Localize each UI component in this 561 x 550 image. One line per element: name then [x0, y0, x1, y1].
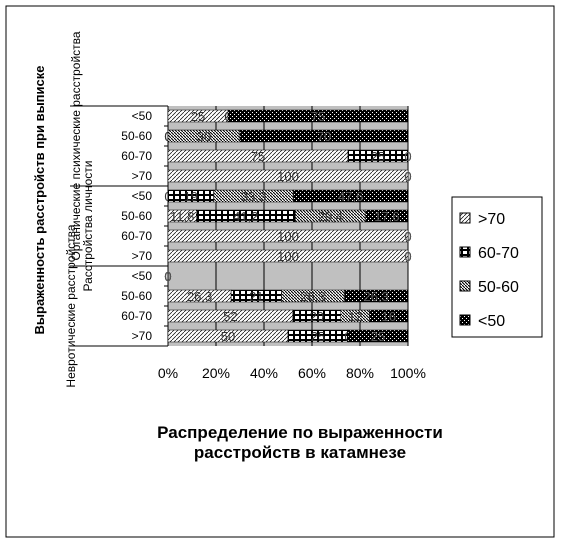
- data-label: 12: [348, 309, 362, 324]
- data-label: 41,2: [233, 209, 258, 224]
- plot-area: [168, 106, 408, 346]
- data-label: 19: [184, 189, 198, 204]
- y-tick-label: <50: [132, 109, 153, 123]
- y-tick-label: 60-70: [121, 229, 152, 243]
- data-label: 47,6: [338, 189, 363, 204]
- data-label: 0: [404, 229, 411, 244]
- legend-label: >70: [478, 211, 505, 228]
- data-label: 0: [164, 269, 171, 284]
- data-label: 0: [164, 269, 171, 284]
- y-axis-title: Выраженность расстройств при выписке: [32, 66, 47, 335]
- legend-swatch: [459, 314, 471, 326]
- bar-segment: [369, 309, 409, 323]
- data-label: 0: [404, 229, 411, 244]
- data-label: 21: [249, 289, 263, 304]
- data-label: 0: [404, 169, 411, 184]
- data-label: 0: [404, 249, 411, 264]
- data-label: 50: [221, 329, 235, 344]
- data-label: 52: [223, 309, 237, 324]
- bar-segment: [167, 169, 409, 183]
- legend-swatch: [459, 280, 471, 292]
- data-label: 0: [164, 269, 171, 284]
- data-label: 75: [311, 109, 325, 124]
- group-label: Расстройства личности: [81, 160, 95, 291]
- y-tick-label: >70: [132, 249, 153, 263]
- data-label: 30: [197, 129, 211, 144]
- y-tick-label: 50-60: [121, 289, 152, 303]
- bar-segment: [167, 229, 409, 243]
- data-label: 0: [404, 169, 411, 184]
- bar-segment: [293, 189, 409, 203]
- data-label: 20: [310, 309, 324, 324]
- bar-segment: [167, 249, 409, 263]
- x-tick-label: 40%: [250, 365, 278, 381]
- data-label: 26,3: [187, 289, 212, 304]
- data-label: 25: [371, 329, 385, 344]
- y-tick-label: 50-60: [121, 129, 152, 143]
- bar-segment: [347, 329, 409, 343]
- data-label: 0: [404, 249, 411, 264]
- data-label: 16: [382, 309, 396, 324]
- y-tick-label: >70: [132, 169, 153, 183]
- data-label: 0: [404, 149, 411, 164]
- data-label: 17,6: [374, 209, 399, 224]
- data-label: 26,3: [300, 289, 325, 304]
- group-label: Невротические расстройства: [64, 224, 78, 388]
- data-label: 33,3: [241, 189, 266, 204]
- x-tick-label: 80%: [346, 365, 374, 381]
- data-label: 100: [277, 169, 299, 184]
- data-label: 0: [404, 169, 411, 184]
- bar-segment: [239, 129, 409, 143]
- bar-segment: [365, 209, 409, 223]
- data-label: 25: [191, 109, 205, 124]
- legend-swatch: [459, 212, 471, 224]
- data-label: 26,3: [364, 289, 389, 304]
- y-tick-label: >70: [132, 329, 153, 343]
- group-label: Органические психические расстройства: [69, 31, 83, 260]
- y-tick-label: <50: [132, 269, 153, 283]
- legend-label: <50: [478, 313, 505, 330]
- data-label: 0: [404, 249, 411, 264]
- x-axis-title: Распределение по выраженности расстройств…: [157, 423, 443, 462]
- y-tick-label: <50: [132, 189, 153, 203]
- data-label: 0: [164, 269, 171, 284]
- data-label: 0: [404, 229, 411, 244]
- data-label: 11,8: [170, 209, 194, 224]
- data-label: 25: [311, 329, 325, 344]
- data-label: 75: [251, 149, 265, 164]
- data-label: 100: [277, 249, 299, 264]
- data-label: 29,4: [318, 209, 343, 224]
- x-tick-label: 20%: [202, 365, 230, 381]
- bar-segment: [227, 109, 409, 123]
- bar-segment: [344, 289, 409, 303]
- data-label: 0: [404, 149, 411, 164]
- x-tick-label: 60%: [298, 365, 326, 381]
- data-label: 100: [277, 229, 299, 244]
- x-tick-label: 100%: [390, 365, 426, 381]
- legend-swatch: [459, 246, 471, 258]
- y-tick-label: 50-60: [121, 209, 152, 223]
- data-label: 70: [317, 129, 331, 144]
- data-label: 25: [371, 149, 385, 164]
- bar-segment: [347, 149, 409, 163]
- legend-label: 50-60: [478, 279, 519, 296]
- y-tick-label: 60-70: [121, 309, 152, 323]
- legend-label: 60-70: [478, 245, 519, 262]
- y-tick-label: 60-70: [121, 149, 152, 163]
- x-tick-label: 0%: [158, 365, 178, 381]
